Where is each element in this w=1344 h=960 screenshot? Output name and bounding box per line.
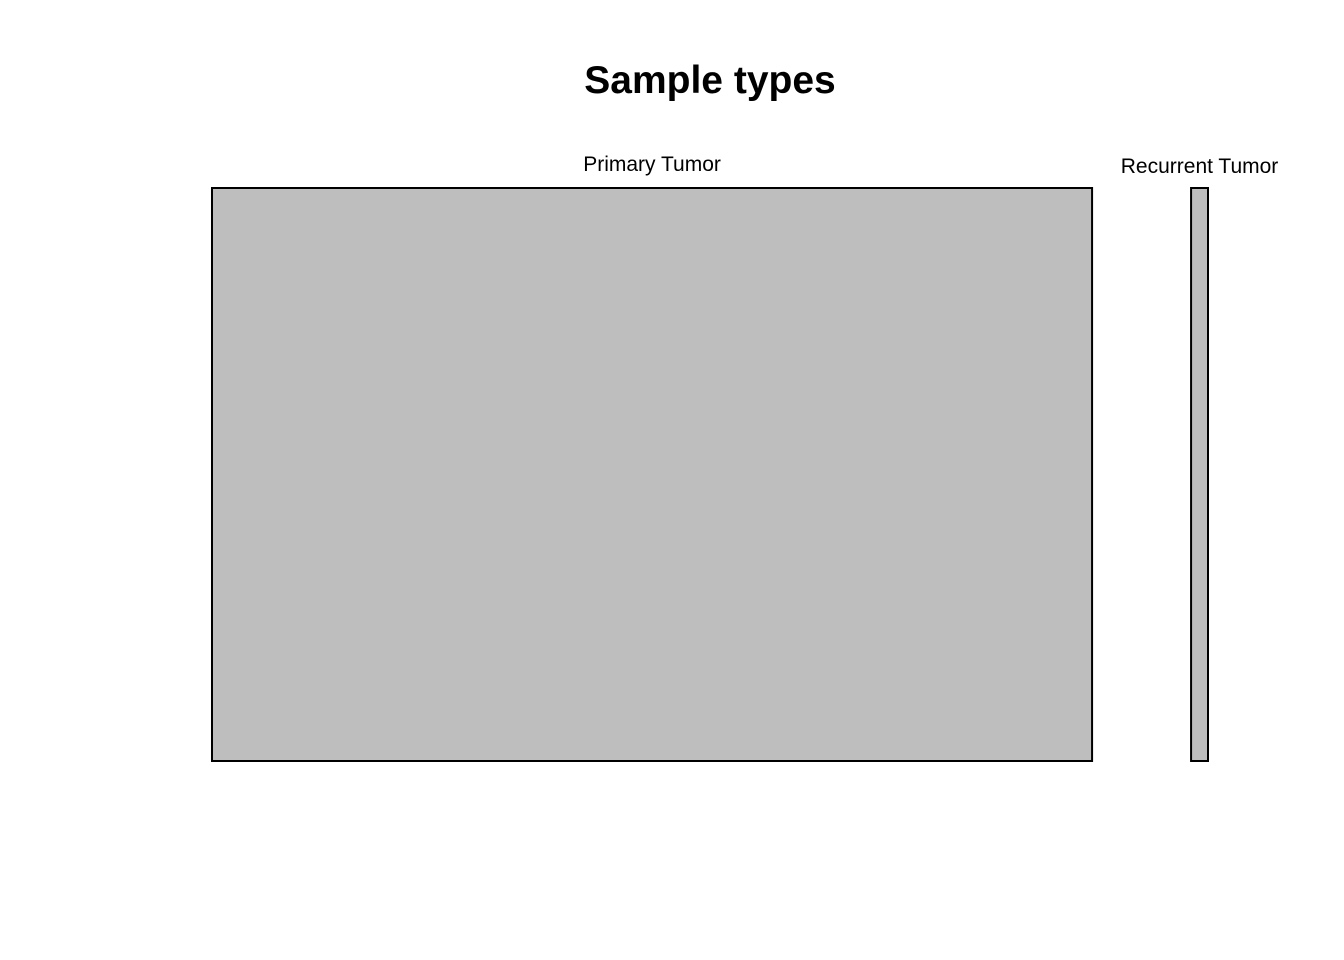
tile-primary-tumor [211, 187, 1094, 762]
mosaic-category-labels: Primary Tumor Recurrent Tumor [583, 153, 1278, 178]
chart-title: Sample types [584, 59, 835, 102]
label-recurrent-tumor: Recurrent Tumor [1121, 155, 1279, 178]
mosaic-tiles [211, 187, 1209, 762]
label-primary-tumor: Primary Tumor [583, 153, 721, 176]
tile-recurrent-tumor [1190, 187, 1209, 762]
